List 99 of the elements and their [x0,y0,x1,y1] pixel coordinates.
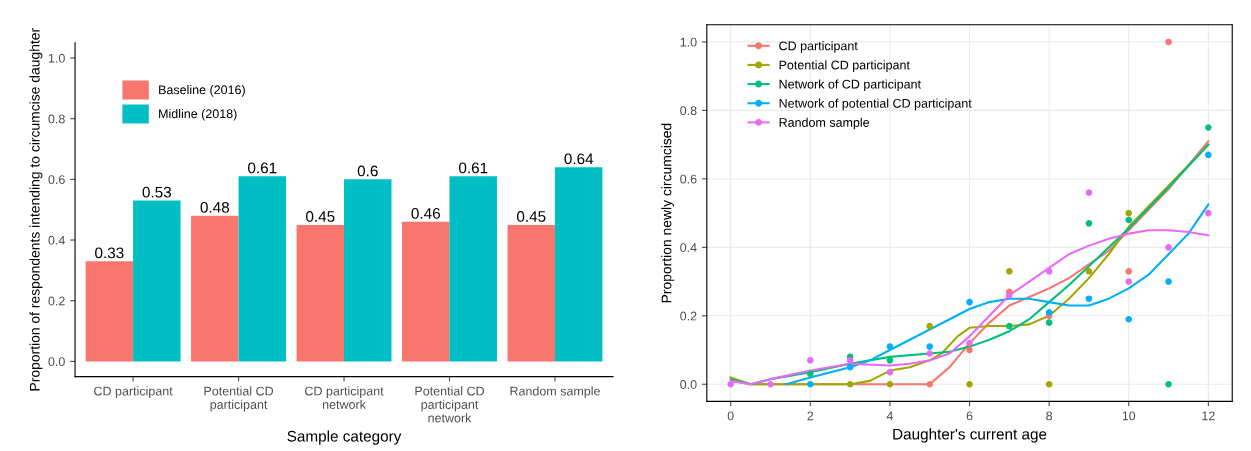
y-tick-label: 0.0 [680,380,697,389]
data-label: 0.48 [200,201,230,213]
x-axis-title: Daughter's current age [893,428,1047,443]
data-label: 0.45 [516,211,546,222]
data-label: 0.33 [95,247,124,259]
x-tick-label: 2 [807,411,814,421]
x-tick-label: CD participant [94,386,173,398]
point [926,322,934,330]
legend-label: CD participant [779,41,858,53]
point [846,357,854,364]
point [807,380,814,388]
point [886,368,894,376]
point [926,343,934,350]
point [966,380,973,388]
point [1085,295,1093,302]
x-tick-label: Potential CD participant [204,386,274,412]
data-label: 0.61 [248,162,277,174]
point [886,357,894,364]
y-tick-label: 0.4 [680,243,697,252]
y-tick-label: 0.0 [48,357,65,367]
bar [344,179,392,362]
y-tick-label: 0.2 [680,311,697,321]
point [1205,124,1212,131]
point [966,339,973,347]
point [807,370,814,378]
x-tick-label: 12 [1202,411,1215,421]
point [966,298,973,306]
x-tick-label: 10 [1122,411,1136,421]
y-tick-label: 0.6 [48,175,65,185]
y-axis-title: Proportion of respondents intending to circumcise daughter [29,28,43,391]
point [886,343,894,350]
bar [133,200,181,362]
point [1085,268,1093,275]
data-label: 0.6 [357,165,378,177]
point [1165,38,1172,46]
y-tick-label: 0.8 [680,106,697,116]
bar [402,221,450,362]
bar [449,176,497,362]
point [1165,380,1172,388]
point [1006,268,1013,275]
data-label: 0.64 [564,153,594,165]
bar [296,224,345,362]
bar [554,167,603,362]
data-label: 0.45 [306,211,335,222]
y-tick-label: 0.4 [48,235,65,245]
bar [238,176,287,362]
x-tick-label: 6 [966,411,973,421]
y-tick-label: 0.2 [48,296,65,306]
point [846,380,854,388]
point [1125,209,1133,217]
point [807,357,814,364]
point [886,380,894,388]
y-tick-label: 1.0 [48,53,65,63]
point [727,380,734,388]
point [1085,189,1093,196]
point [1165,278,1172,285]
point [1125,216,1133,224]
point [1006,322,1013,330]
y-tick-label: 0.8 [48,114,65,124]
bar [507,224,555,362]
x-tick-label: Potential CD participant network [415,386,484,423]
x-tick-label: 4 [886,411,894,421]
point [1125,315,1133,323]
y-tick-label: 0.6 [680,174,697,184]
x-tick-label: Random sample [510,386,600,398]
x-tick-label: CD participant network [305,386,384,409]
point [1045,268,1053,275]
legend-label: Potential CD participant [779,60,910,72]
x-tick-label: 0 [727,411,734,421]
point [1205,209,1212,217]
point [1045,319,1053,326]
point [926,350,934,357]
point [767,380,774,388]
line-series [785,203,1210,386]
point [1205,151,1212,159]
line-series [729,229,1210,386]
legend-label: Midline (2018) [159,108,237,121]
bar [85,261,134,362]
point [1165,244,1172,251]
legend-label: Network of potential CD participant [779,98,972,111]
point [1045,380,1053,388]
y-axis-title: Proportion newly circumcised [661,123,675,303]
point [1085,220,1093,227]
y-tick-label: 1.0 [680,37,697,47]
legend-label: Baseline (2016) [159,85,245,97]
point [926,380,934,388]
legend-label: Random sample [779,117,870,130]
data-label: 0.61 [458,162,488,174]
data-label: 0.46 [411,208,440,219]
data-label: 0.53 [142,186,171,198]
bar [191,215,239,362]
point [1125,278,1133,285]
point [1125,268,1133,275]
point [846,363,854,371]
legend-label: Network of CD participant [779,79,921,92]
x-axis-title: Sample category [287,430,402,445]
x-tick-label: 8 [1046,411,1053,421]
point [966,346,973,354]
point [1045,309,1053,316]
